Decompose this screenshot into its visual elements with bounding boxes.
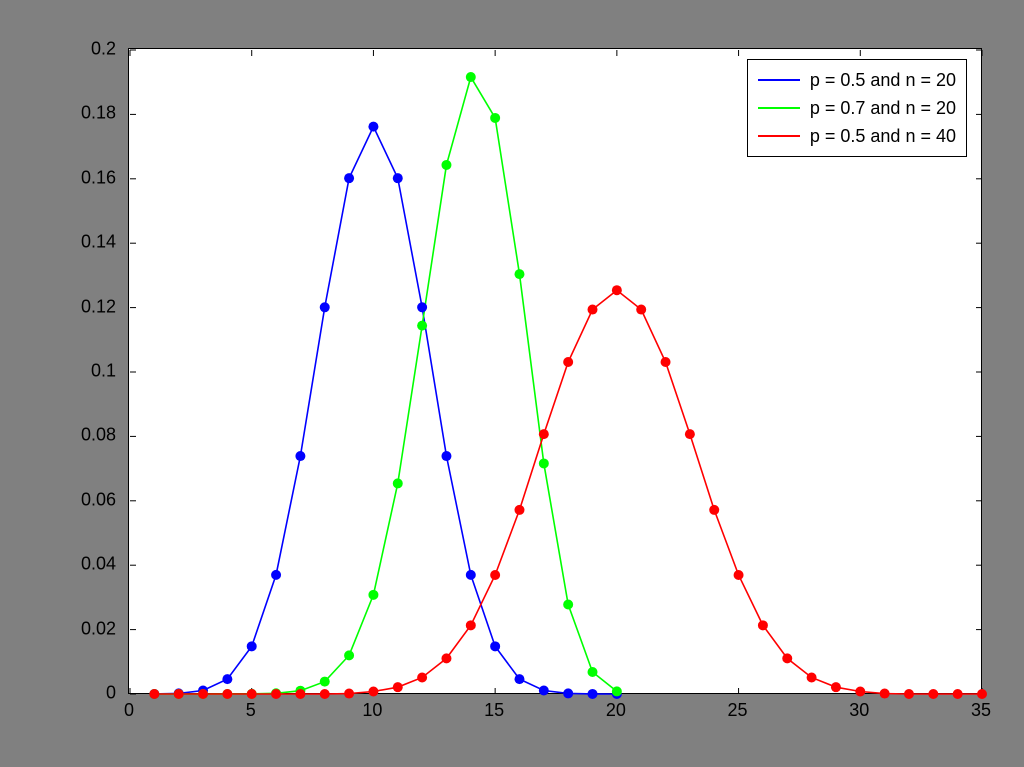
series-blue-marker <box>441 451 451 461</box>
series-blue-marker <box>514 674 524 684</box>
series-blue-marker <box>222 674 232 684</box>
series-red-marker <box>685 429 695 439</box>
series-blue-marker <box>368 122 378 132</box>
legend-line-icon <box>758 107 800 109</box>
series-green-marker <box>441 160 451 170</box>
series-green-marker <box>393 478 403 488</box>
legend-swatch <box>758 126 800 146</box>
series-red-marker <box>758 620 768 630</box>
series-red-marker <box>855 686 865 696</box>
series-red-marker <box>466 620 476 630</box>
x-tick-label: 0 <box>124 700 134 721</box>
series-red-marker <box>636 305 646 315</box>
series-blue-marker <box>320 302 330 312</box>
series-green-marker <box>490 113 500 123</box>
series-red-marker <box>368 686 378 696</box>
legend-swatch <box>758 70 800 90</box>
series-blue-marker <box>295 451 305 461</box>
series-green-marker <box>563 599 573 609</box>
legend-label: p = 0.5 and n = 40 <box>810 126 956 147</box>
series-red-marker <box>880 689 890 699</box>
legend-item: p = 0.5 and n = 40 <box>758 122 956 150</box>
series-red-marker <box>320 689 330 699</box>
series-green-line <box>154 77 617 694</box>
series-red-marker <box>661 357 671 367</box>
legend-line-icon <box>758 135 800 137</box>
series-red-marker <box>149 689 159 699</box>
x-tick-label: 35 <box>971 700 991 721</box>
series-red-marker <box>904 689 914 699</box>
legend: p = 0.5 and n = 20 p = 0.7 and n = 20 p = … <box>747 59 967 157</box>
series-red-marker <box>417 672 427 682</box>
x-tick-label: 25 <box>728 700 748 721</box>
series-red-marker <box>807 672 817 682</box>
figure-background: p = 0.5 and n = 20 p = 0.7 and n = 20 p = … <box>0 0 1024 767</box>
series-green-marker <box>539 458 549 468</box>
x-tick-label: 5 <box>246 700 256 721</box>
legend-item: p = 0.5 and n = 20 <box>758 66 956 94</box>
series-red-marker <box>271 689 281 699</box>
series-red-marker <box>490 570 500 580</box>
series-red-marker <box>514 505 524 515</box>
series-green-marker <box>417 321 427 331</box>
series-red-marker <box>588 305 598 315</box>
series-red-marker <box>539 429 549 439</box>
series-red-line <box>154 290 982 694</box>
series-red-marker <box>928 689 938 699</box>
series-green-marker <box>368 590 378 600</box>
series-red-marker <box>782 653 792 663</box>
series-red-marker <box>563 357 573 367</box>
series-green-marker <box>320 677 330 687</box>
series-blue-marker <box>271 570 281 580</box>
series-red-marker <box>441 653 451 663</box>
series-blue-marker <box>563 688 573 698</box>
series-red-marker <box>247 689 257 699</box>
series-red-marker <box>977 689 987 699</box>
series-blue-marker <box>490 641 500 651</box>
series-red-marker <box>612 285 622 295</box>
legend-item: p = 0.7 and n = 20 <box>758 94 956 122</box>
series-blue-marker <box>588 689 598 699</box>
series-blue-marker <box>417 302 427 312</box>
series-red-marker <box>709 505 719 515</box>
series-red-marker <box>831 682 841 692</box>
legend-label: p = 0.5 and n = 20 <box>810 70 956 91</box>
x-tick-label: 15 <box>484 700 504 721</box>
series-blue-marker <box>539 685 549 695</box>
series-red-marker <box>344 689 354 699</box>
x-tick-label: 20 <box>606 700 626 721</box>
series-blue-marker <box>247 641 257 651</box>
series-red-marker <box>174 689 184 699</box>
series-red-marker <box>953 689 963 699</box>
legend-label: p = 0.7 and n = 20 <box>810 98 956 119</box>
plot-area: p = 0.5 and n = 20 p = 0.7 and n = 20 p = … <box>128 48 982 694</box>
legend-line-icon <box>758 79 800 81</box>
series-blue-marker <box>344 173 354 183</box>
series-red-marker <box>198 689 208 699</box>
series-green-marker <box>466 72 476 82</box>
series-red-marker <box>222 689 232 699</box>
series-blue-line <box>154 127 617 694</box>
series-green-marker <box>344 650 354 660</box>
x-tick-label: 30 <box>849 700 869 721</box>
series-green-marker <box>612 686 622 696</box>
x-tick-label: 10 <box>362 700 382 721</box>
series-green-marker <box>514 269 524 279</box>
legend-swatch <box>758 98 800 118</box>
series-blue-marker <box>466 570 476 580</box>
series-red-marker <box>393 682 403 692</box>
series-blue-marker <box>393 173 403 183</box>
series-green-marker <box>588 667 598 677</box>
series-red-marker <box>295 689 305 699</box>
series-red-marker <box>734 570 744 580</box>
